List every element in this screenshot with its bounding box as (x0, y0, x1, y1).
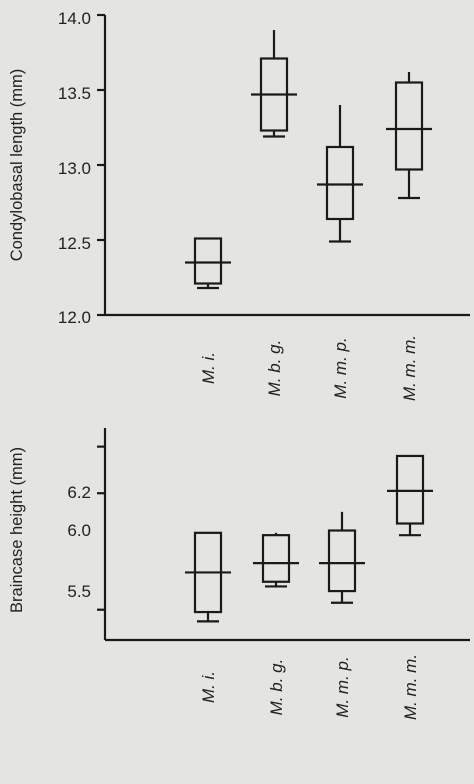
box-rect (327, 529, 357, 593)
box-3: M. m. p. (317, 105, 363, 399)
box-rect (193, 237, 223, 285)
y-tick-label: 12.0 (58, 308, 91, 327)
category-label: M. i. (199, 671, 218, 703)
category-label: M. b. g. (267, 659, 286, 716)
category-label: M. m. p. (331, 337, 350, 398)
box-rect (325, 145, 355, 221)
box-rect (395, 454, 425, 525)
box-3: M. m. p. (319, 511, 365, 718)
y-tick-label: 14.0 (58, 9, 91, 28)
box-1: M. i. (185, 237, 231, 384)
box-4: M. m. m. (387, 454, 433, 720)
y-tick-label: 5.5 (67, 582, 91, 601)
category-label: M. m. m. (400, 335, 419, 401)
y-tick-label: 6.0 (67, 521, 91, 540)
y-tick-label: 13.0 (58, 159, 91, 178)
braincase-height-chart: Braincase height (mm) 5.5 6.0 6.2 M. i. M. b.… (8, 428, 470, 720)
box-rect (394, 81, 424, 171)
box-2: M. b. g. (253, 532, 299, 716)
y-axis-label: Condylobasal length (mm) (8, 69, 26, 262)
category-label: M. m. p. (333, 656, 352, 717)
box-1: M. i. (185, 531, 231, 703)
box-2: M. b. g. (251, 30, 297, 396)
category-label: M. m. m. (401, 654, 420, 720)
category-label: M. i. (199, 352, 218, 384)
y-tick-label: 13.5 (58, 84, 91, 103)
condylobasal-length-chart: Condylobasal length (mm) 12.0 12.5 13.0 13.5… (8, 9, 470, 401)
y-axis-label: Braincase height (mm) (8, 447, 26, 613)
box-rect (261, 534, 291, 583)
y-tick-label: 12.5 (58, 234, 91, 253)
category-label: M. b. g. (265, 340, 284, 397)
box-4: M. m. m. (386, 72, 432, 401)
y-tick-label: 6.2 (67, 483, 91, 502)
